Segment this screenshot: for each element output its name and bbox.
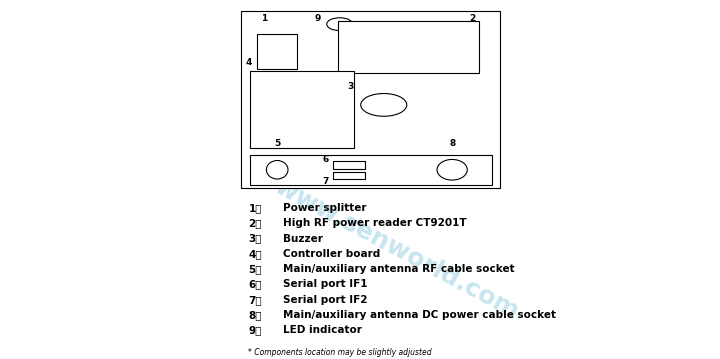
Text: 8: 8 — [449, 139, 455, 148]
Text: 3：: 3： — [248, 234, 262, 243]
Text: 2: 2 — [469, 14, 475, 23]
Text: Buzzer: Buzzer — [283, 234, 323, 243]
Ellipse shape — [266, 160, 288, 179]
Circle shape — [327, 18, 353, 31]
Text: 7: 7 — [323, 177, 329, 186]
Text: 2：: 2： — [248, 218, 262, 228]
Text: 1: 1 — [261, 14, 267, 23]
Text: 9: 9 — [315, 14, 321, 23]
Bar — [257, 34, 297, 69]
Text: 3: 3 — [347, 81, 354, 91]
Text: 6: 6 — [323, 155, 329, 164]
Text: 1：: 1： — [248, 203, 262, 213]
Text: Main/auxiliary antenna RF cable socket: Main/auxiliary antenna RF cable socket — [283, 264, 515, 274]
Bar — [250, 155, 492, 185]
Text: Serial port IF2: Serial port IF2 — [283, 295, 367, 305]
Text: Controller board: Controller board — [283, 249, 380, 259]
Text: 4：: 4： — [248, 249, 262, 259]
Text: www.senworld.com: www.senworld.com — [269, 174, 523, 324]
Bar — [241, 11, 500, 188]
Text: High RF power reader CT9201T: High RF power reader CT9201T — [283, 218, 467, 228]
Text: 9：: 9： — [248, 325, 262, 335]
Text: Main/auxiliary antenna DC power cable socket: Main/auxiliary antenna DC power cable so… — [283, 310, 556, 320]
Text: 8：: 8： — [248, 310, 262, 320]
Text: 6：: 6： — [248, 279, 262, 289]
Circle shape — [361, 93, 407, 116]
Text: 5: 5 — [274, 139, 280, 148]
Text: * Components location may be slightly adjusted: * Components location may be slightly ad… — [248, 349, 432, 358]
Bar — [333, 172, 365, 180]
Text: Serial port IF1: Serial port IF1 — [283, 279, 367, 289]
Text: LED indicator: LED indicator — [283, 325, 362, 335]
Text: 5：: 5： — [248, 264, 262, 274]
Text: Power splitter: Power splitter — [283, 203, 366, 213]
Bar — [250, 71, 354, 148]
Text: 7：: 7： — [248, 295, 262, 305]
Bar — [338, 21, 479, 73]
Text: 4: 4 — [246, 58, 252, 67]
Bar — [333, 161, 365, 169]
Ellipse shape — [437, 159, 467, 180]
